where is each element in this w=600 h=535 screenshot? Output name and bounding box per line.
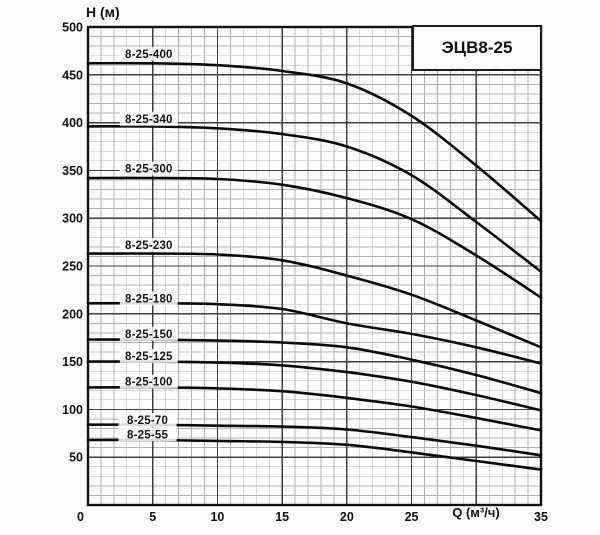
y-tick-500: 500 <box>62 21 83 35</box>
curve-label-bg <box>119 46 178 61</box>
curve-label-bg <box>119 326 178 341</box>
pump-curve-8-25-340 <box>86 124 543 273</box>
y-tick-350: 350 <box>62 164 83 178</box>
curve-label-8-25-180: 8-25-180 <box>125 294 173 306</box>
curve-label-8-25-150: 8-25-150 <box>125 329 173 341</box>
pump-curve-8-25-300 <box>86 176 543 299</box>
x-tick-15: 15 <box>275 510 289 524</box>
curve-label-8-25-100: 8-25-100 <box>125 377 173 389</box>
y-tick-250: 250 <box>62 260 83 274</box>
curve-label-8-25-125: 8-25-125 <box>125 351 173 363</box>
x-tick-20: 20 <box>340 510 354 524</box>
pump-curve-8-25-400 <box>86 61 543 223</box>
y-tick-50: 50 <box>69 451 83 465</box>
curve-label-8-25-55: 8-25-55 <box>127 429 168 441</box>
curve-label-bg <box>119 291 178 306</box>
curve-label-bg <box>119 111 178 126</box>
plot-border <box>86 25 543 507</box>
y-tick-300: 300 <box>62 212 83 226</box>
x-tick-5: 5 <box>149 510 156 524</box>
chart-title-box: ЭЦВ8-25 <box>412 25 542 71</box>
y-tick-100: 100 <box>62 403 83 417</box>
curve-label-bg <box>118 427 177 442</box>
curve-label-bg <box>118 412 177 427</box>
x-axis-title: Q (м³/ч) <box>452 505 500 520</box>
chart-title: ЭЦВ8-25 <box>441 38 513 57</box>
curve-label-bg <box>119 374 178 389</box>
curve-label-8-25-340: 8-25-340 <box>125 114 173 126</box>
x-tick-25: 25 <box>405 510 419 524</box>
y-tick-400: 400 <box>62 116 83 130</box>
x-tick-10: 10 <box>210 510 224 524</box>
y-tick-200: 200 <box>62 307 83 321</box>
y-tick-150: 150 <box>62 355 83 369</box>
curve-label-bg <box>119 161 178 176</box>
curve-label-8-25-70: 8-25-70 <box>127 415 168 427</box>
pump-curve-8-25-230 <box>86 252 543 349</box>
curve-label-8-25-300: 8-25-300 <box>125 163 173 175</box>
curve-label-bg <box>119 348 178 363</box>
curve-label-bg <box>119 237 178 252</box>
y-axis-title: Н (м) <box>86 4 120 20</box>
x-tick-0: 0 <box>77 510 84 524</box>
curve-label-8-25-400: 8-25-400 <box>125 49 173 61</box>
y-tick-450: 450 <box>62 68 83 82</box>
x-tick-35: 35 <box>534 510 548 524</box>
curve-label-8-25-230: 8-25-230 <box>125 240 173 252</box>
